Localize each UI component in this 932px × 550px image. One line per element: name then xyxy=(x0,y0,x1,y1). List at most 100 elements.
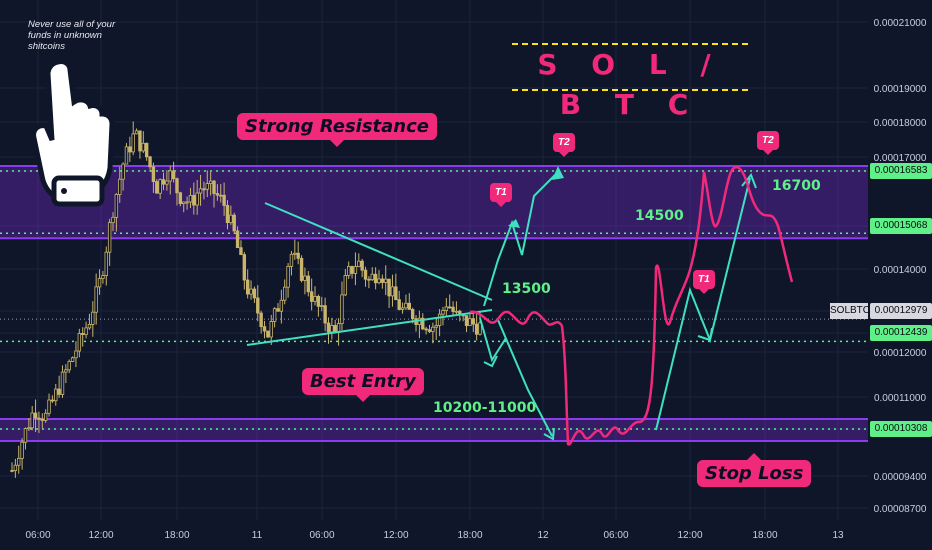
support-zone xyxy=(0,419,868,441)
candle-body-22 xyxy=(84,327,88,335)
candle-body-78 xyxy=(272,308,277,322)
tag-current: 0.00012979 xyxy=(870,303,932,319)
candle-body-137 xyxy=(471,318,475,325)
y-tick-9: 0.00012000 xyxy=(874,348,927,359)
candle-body-76 xyxy=(266,330,270,338)
candle-body-19 xyxy=(74,350,78,359)
candle-body-62 xyxy=(219,194,223,197)
triangle-lower-line xyxy=(246,309,493,346)
candle-body-99 xyxy=(343,275,348,296)
tag-upper-band: 0.00016583 xyxy=(870,163,932,179)
candle-body-70 xyxy=(245,279,250,295)
candle-body-118 xyxy=(407,302,411,310)
candle-body-128 xyxy=(441,310,445,315)
x-tick-1: 12:00 xyxy=(88,530,113,541)
candle-body-39 xyxy=(141,142,146,152)
candle-body-107 xyxy=(370,273,374,281)
candle-body-13 xyxy=(54,388,58,402)
candle-body-42 xyxy=(151,166,156,182)
candle-body-86 xyxy=(299,257,304,281)
candle-body-0 xyxy=(10,470,14,472)
candle-body-92 xyxy=(320,305,324,308)
candle-body-16 xyxy=(64,369,68,373)
candle-body-44 xyxy=(158,179,162,194)
recovery-path xyxy=(655,177,751,431)
candle-body-46 xyxy=(165,180,169,185)
candle-body-65 xyxy=(229,214,233,224)
tag-support: 0.00012439 xyxy=(870,325,932,341)
candle-body-48 xyxy=(171,170,176,180)
y-tick-1: 0.00019000 xyxy=(874,84,927,95)
drop-arrowhead xyxy=(543,427,555,441)
candle-body-68 xyxy=(239,247,243,255)
candle-body-52 xyxy=(185,201,189,204)
candle-body-82 xyxy=(286,266,290,288)
candle-body-50 xyxy=(178,192,183,204)
tag-lower-band: 0.00010308 xyxy=(870,421,932,437)
x-tick-3: 11 xyxy=(252,530,263,541)
candle-body-73 xyxy=(256,297,260,314)
candle-body-105 xyxy=(363,269,368,280)
short-drop-path xyxy=(479,317,507,363)
candle-body-29 xyxy=(107,222,112,253)
strong-resistance-label: Strong Resistance xyxy=(237,113,437,147)
candle-body-89 xyxy=(309,291,314,302)
candle-body-2 xyxy=(17,457,21,466)
x-tick-7: 12 xyxy=(537,530,549,541)
candle-body-106 xyxy=(367,278,371,281)
level-14500: 14500 xyxy=(635,208,684,224)
candle-body-8 xyxy=(37,417,41,420)
level-13500: 13500 xyxy=(502,281,551,297)
x-tick-0: 06:00 xyxy=(25,530,50,541)
candle-body-74 xyxy=(259,312,263,328)
candle-body-108 xyxy=(373,273,378,284)
candles xyxy=(10,121,482,478)
candle-body-79 xyxy=(276,308,280,312)
candle-body-114 xyxy=(394,286,398,301)
candle-body-15 xyxy=(60,371,65,395)
candle-body-66 xyxy=(232,214,236,232)
candle-body-111 xyxy=(384,278,388,283)
y-tick-3: 0.00017000 xyxy=(874,153,927,164)
candle-body-58 xyxy=(205,183,209,190)
candle-body-100 xyxy=(346,266,351,276)
candle-body-91 xyxy=(316,295,321,307)
candle-body-9 xyxy=(40,418,45,421)
y-tick-12: 0.00009400 xyxy=(874,472,927,483)
pair-title: S O L / B T C xyxy=(512,43,748,121)
x-tick-11: 13 xyxy=(832,530,844,541)
tag-symbol: SOLBTC xyxy=(830,303,870,319)
candle-body-60 xyxy=(212,180,216,194)
candle-body-125 xyxy=(431,326,435,332)
candle-body-126 xyxy=(434,325,438,328)
candle-body-63 xyxy=(222,194,226,206)
drawings xyxy=(246,165,794,446)
candle-body-37 xyxy=(134,130,139,135)
drop-to-range-path xyxy=(497,319,553,437)
t2-marker-right: T2 xyxy=(757,131,779,155)
warning-note: Never use all of your funds in unknown s… xyxy=(28,19,116,52)
candle-body-103 xyxy=(357,260,361,267)
candle-body-110 xyxy=(380,278,385,283)
candle-body-75 xyxy=(262,326,267,332)
candle-body-31 xyxy=(114,194,119,218)
candle-body-88 xyxy=(306,275,310,293)
candle-body-132 xyxy=(454,310,459,313)
candle-body-64 xyxy=(225,205,230,224)
candle-body-6 xyxy=(30,412,34,429)
candle-body-1 xyxy=(13,464,18,472)
candle-body-26 xyxy=(97,278,102,288)
candle-body-109 xyxy=(377,278,381,284)
recovery-t1-arrowhead xyxy=(697,327,713,342)
candle-body-41 xyxy=(148,156,152,168)
candle-body-28 xyxy=(104,251,108,276)
x-tick-2: 18:00 xyxy=(164,530,189,541)
candle-body-127 xyxy=(437,313,442,326)
candle-body-93 xyxy=(323,305,327,324)
recovery-arrowhead xyxy=(741,173,757,189)
candle-body-136 xyxy=(468,318,472,326)
candle-body-34 xyxy=(124,146,129,165)
x-tick-9: 12:00 xyxy=(677,530,702,541)
